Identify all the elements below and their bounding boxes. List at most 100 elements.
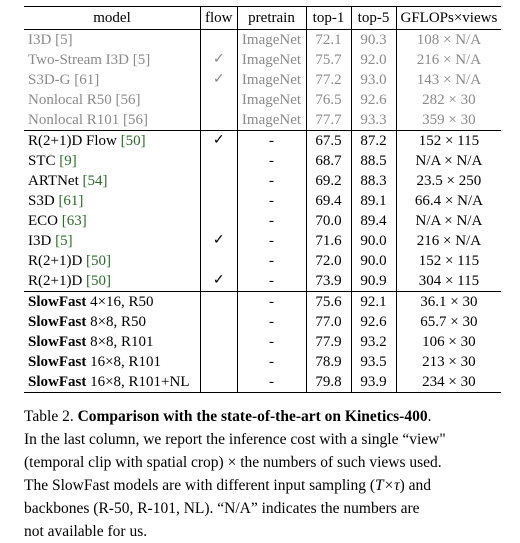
citation-link[interactable]: [54]	[82, 173, 108, 189]
cell-pretrain: -	[236, 372, 306, 393]
cell-model: I3D [5]	[24, 231, 201, 251]
cell-model: ECO [63]	[24, 211, 201, 231]
citation-link[interactable]: [56]	[123, 112, 148, 128]
cell-top5: 93.3	[350, 110, 396, 131]
cell-top5: 87.2	[350, 130, 396, 151]
cell-top5: 90.3	[350, 29, 396, 50]
cell-pretrain: -	[236, 332, 306, 352]
citation-link[interactable]: [61]	[58, 193, 84, 209]
cell-gflops: 65.7 × 30	[395, 312, 502, 332]
citation-link[interactable]: [50]	[86, 253, 112, 269]
cell-flow	[200, 291, 237, 312]
model-name-bold: SlowFast	[28, 314, 87, 330]
cell-model: ARTNet [54]	[24, 171, 201, 191]
caption-title-end: .	[427, 408, 432, 425]
cell-gflops: 152 × 115	[395, 251, 502, 271]
cell-model: I3D [5]	[24, 30, 201, 51]
cell-gflops: 216 × N/A	[395, 231, 502, 251]
cell-model: SlowFast 16×8, R101+NL	[24, 372, 201, 393]
model-name: I3D	[28, 233, 52, 249]
citation-link[interactable]: [63]	[61, 213, 87, 229]
cell-flow	[200, 251, 237, 271]
caption-label: Table 2.	[24, 408, 74, 425]
table-body: I3D [5] ImageNet 72.1 90.3 108 × N/A Two-Stre…	[24, 29, 502, 393]
cell-top5: 93.9	[350, 372, 396, 393]
cell-top5: 92.6	[350, 312, 396, 332]
cell-gflops: 23.5 × 250	[395, 171, 502, 191]
table-row: SlowFast 4×16, R50 -75.6 92.1 36.1 × 30	[24, 291, 502, 312]
table-caption: Table 2. Comparison with the state-of-th…	[24, 405, 502, 543]
table-row: I3D [5] ImageNet 72.1 90.3 108 × N/A	[24, 29, 502, 51]
header-top5: top-5	[350, 6, 396, 30]
cell-top5: 90.0	[350, 251, 396, 271]
cell-top1: 68.7	[305, 151, 351, 171]
table-row: SlowFast 8×8, R101 -77.9 93.2 106 × 30	[24, 332, 502, 352]
model-config: 8×8, R101	[86, 334, 154, 350]
cell-gflops: 213 × 30	[395, 352, 502, 372]
cell-top1: 71.6	[305, 231, 351, 251]
citation-link[interactable]: [5]	[55, 233, 73, 249]
citation-link[interactable]: [61]	[74, 72, 100, 88]
model-name: Two-Stream I3D	[28, 52, 130, 68]
cell-top5: 90.0	[350, 231, 396, 251]
cell-gflops: N/A × N/A	[395, 211, 502, 231]
cell-flow: ✓	[200, 70, 237, 90]
caption-line-4-math: T×τ	[375, 477, 400, 494]
citation-link[interactable]: [50]	[120, 133, 146, 149]
cell-model: SlowFast 8×8, R50	[24, 312, 201, 332]
cell-flow	[200, 171, 237, 191]
cell-flow	[200, 211, 237, 231]
citation-link[interactable]: [5]	[132, 52, 151, 68]
cell-gflops: 36.1 × 30	[395, 291, 502, 312]
cell-top5: 93.2	[350, 332, 396, 352]
cell-model: SlowFast 8×8, R101	[24, 332, 201, 352]
cell-flow	[200, 110, 237, 131]
cell-pretrain: -	[236, 312, 306, 332]
cell-pretrain: ImageNet	[236, 90, 306, 110]
cell-pretrain: ImageNet	[236, 70, 306, 90]
citation-link[interactable]: [9]	[59, 153, 77, 169]
cell-top5: 92.0	[350, 50, 396, 70]
cell-flow: ✓	[200, 50, 237, 70]
caption-line-5: backbones (R-50, R-101, NL). “N/A” indic…	[24, 500, 420, 517]
cell-model: S3D-G [61]	[24, 70, 201, 90]
caption-title: Comparison with the state-of-the-art on …	[77, 408, 428, 425]
cell-gflops: 152 × 115	[395, 130, 502, 151]
header-pretrain: pretrain	[236, 6, 306, 30]
table-row: Two-Stream I3D [5] ✓ ImageNet 75.7 92.0 216 ×…	[24, 50, 502, 70]
cell-flow: ✓	[200, 231, 237, 251]
model-name-bold: SlowFast	[28, 354, 87, 370]
cell-top1: 75.6	[305, 291, 351, 312]
table-row: I3D [5] ✓ -71.6 90.0 216 × N/A	[24, 231, 502, 251]
citation-link[interactable]: [5]	[55, 32, 73, 48]
table-row: Nonlocal R101 [56] ImageNet 77.7 93.3 359 × …	[24, 110, 502, 131]
model-name: S3D-G	[28, 72, 71, 88]
cell-gflops: 359 × 30	[395, 110, 502, 131]
cell-pretrain: -	[236, 352, 306, 372]
cell-top1: 73.9	[305, 271, 351, 292]
cell-top1: 72.0	[305, 251, 351, 271]
model-name: ARTNet	[28, 173, 79, 189]
table-header-row: model flow pretrain top-1 top-5 GFLOPs×v…	[24, 6, 502, 30]
cell-pretrain: -	[236, 171, 306, 191]
citation-link[interactable]: [50]	[86, 273, 112, 289]
cell-flow	[200, 332, 237, 352]
results-table: model flow pretrain top-1 top-5 GFLOPs×v…	[24, 6, 502, 393]
cell-top5: 93.0	[350, 70, 396, 90]
cell-pretrain: -	[236, 211, 306, 231]
cell-top5: 88.3	[350, 171, 396, 191]
cell-top1: 69.4	[305, 191, 351, 211]
cell-model: Two-Stream I3D [5]	[24, 50, 201, 70]
caption-line-4c: ) and	[399, 477, 432, 494]
citation-link[interactable]: [56]	[115, 92, 141, 108]
model-config: 16×8, R101+NL	[86, 374, 190, 390]
caption-line-3: (temporal clip with spatial crop) × the …	[24, 454, 442, 471]
caption-line-6: not available for us.	[24, 523, 148, 540]
model-name: S3D	[28, 193, 55, 209]
cell-flow: ✓	[200, 271, 237, 292]
cell-model: R(2+1)D Flow [50]	[24, 130, 201, 151]
cell-flow	[200, 151, 237, 171]
cell-top1: 69.2	[305, 171, 351, 191]
cell-top5: 92.6	[350, 90, 396, 110]
table-row: SlowFast 16×8, R101 -78.9 93.5 213 × 30	[24, 352, 502, 372]
